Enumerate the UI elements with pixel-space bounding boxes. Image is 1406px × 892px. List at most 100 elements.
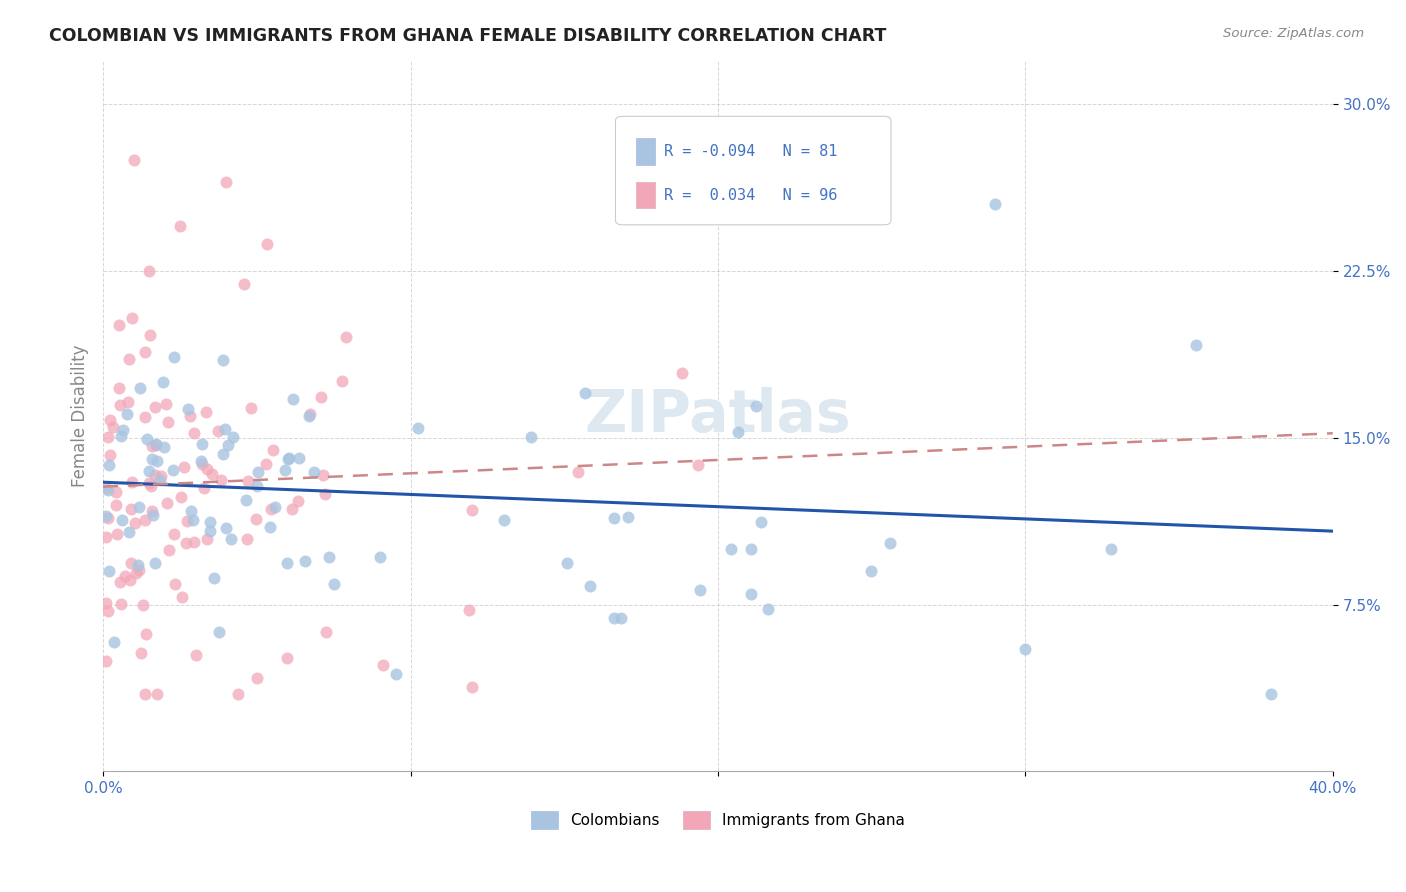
- Point: [276, 651, 298, 665]
- Text: R = -0.094   N = 81: R = -0.094 N = 81: [664, 144, 838, 159]
- Point: [246, 466, 269, 480]
- Point: [259, 519, 281, 533]
- Point: [609, 611, 631, 625]
- Point: [603, 511, 626, 525]
- Point: [254, 457, 277, 471]
- Point: [176, 514, 198, 528]
- Point: [107, 318, 129, 332]
- Point: [1099, 541, 1122, 556]
- Point: [96, 481, 118, 495]
- Point: [104, 498, 127, 512]
- Point: [138, 464, 160, 478]
- Point: [209, 473, 232, 487]
- Point: [217, 438, 239, 452]
- Point: [232, 277, 254, 291]
- Point: [616, 510, 638, 524]
- Point: [105, 484, 128, 499]
- Point: [163, 577, 186, 591]
- Point: [157, 542, 180, 557]
- Point: [122, 153, 145, 167]
- Point: [191, 457, 214, 471]
- Point: [520, 430, 543, 444]
- Point: [335, 330, 357, 344]
- Point: [127, 558, 149, 572]
- Point: [221, 533, 243, 547]
- Point: [461, 680, 484, 694]
- Point: [315, 624, 337, 639]
- Point: [142, 508, 165, 523]
- Point: [139, 328, 162, 343]
- Point: [121, 475, 143, 490]
- Point: [208, 624, 231, 639]
- Point: [579, 579, 602, 593]
- Point: [211, 447, 233, 461]
- Point: [226, 686, 249, 700]
- Point: [152, 376, 174, 390]
- Point: [567, 465, 589, 479]
- Point: [141, 504, 163, 518]
- Point: [100, 413, 122, 427]
- Point: [756, 602, 779, 616]
- Point: [236, 475, 259, 489]
- Point: [245, 511, 267, 525]
- Point: [134, 686, 156, 700]
- Point: [125, 566, 148, 581]
- Point: [406, 421, 429, 435]
- Point: [141, 438, 163, 452]
- Text: R =  0.034   N = 96: R = 0.034 N = 96: [664, 188, 838, 202]
- Point: [149, 468, 172, 483]
- Point: [138, 476, 160, 491]
- Point: [169, 219, 191, 234]
- Point: [179, 409, 201, 423]
- Point: [368, 550, 391, 565]
- Point: [110, 398, 132, 412]
- Point: [574, 385, 596, 400]
- Point: [143, 468, 166, 483]
- Point: [859, 564, 882, 578]
- Point: [686, 458, 709, 472]
- Point: [215, 175, 238, 189]
- Point: [156, 416, 179, 430]
- Point: [128, 563, 150, 577]
- Text: Source: ZipAtlas.com: Source: ZipAtlas.com: [1223, 27, 1364, 40]
- Point: [110, 512, 132, 526]
- Point: [294, 554, 316, 568]
- Point: [235, 532, 257, 546]
- Point: [198, 524, 221, 538]
- Point: [298, 407, 321, 421]
- Point: [740, 587, 762, 601]
- Point: [145, 400, 167, 414]
- Point: [1260, 686, 1282, 700]
- Point: [193, 482, 215, 496]
- Point: [202, 571, 225, 585]
- Point: [163, 526, 186, 541]
- Point: [162, 463, 184, 477]
- Point: [176, 536, 198, 550]
- Point: [145, 454, 167, 468]
- Point: [145, 686, 167, 700]
- Point: [132, 598, 155, 612]
- Point: [298, 409, 321, 424]
- Point: [385, 666, 408, 681]
- Point: [287, 494, 309, 508]
- Point: [149, 473, 172, 487]
- Point: [110, 429, 132, 443]
- Point: [458, 603, 481, 617]
- Point: [555, 556, 578, 570]
- Point: [302, 465, 325, 479]
- Point: [183, 535, 205, 549]
- Point: [96, 509, 118, 524]
- Point: [720, 542, 742, 557]
- Point: [117, 395, 139, 409]
- Point: [156, 496, 179, 510]
- Point: [312, 468, 335, 483]
- Point: [145, 438, 167, 452]
- Point: [194, 405, 217, 419]
- Point: [264, 500, 287, 514]
- Point: [120, 502, 142, 516]
- Point: [195, 462, 218, 476]
- Point: [115, 407, 138, 421]
- Point: [108, 574, 131, 589]
- Point: [114, 568, 136, 582]
- Point: [155, 396, 177, 410]
